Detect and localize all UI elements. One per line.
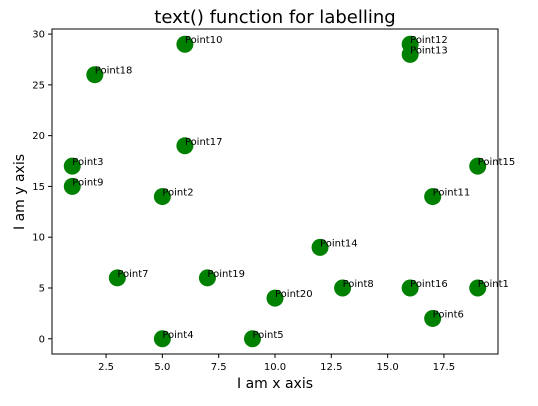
point-label: Point11	[433, 188, 471, 199]
x-tick-label: 10.0	[264, 362, 286, 373]
x-axis-label: I am x axis	[237, 376, 313, 392]
point-label: Point2	[162, 188, 193, 199]
point-label: Point20	[275, 289, 313, 300]
scatter-point	[153, 188, 171, 206]
scatter-point	[469, 279, 487, 297]
point-label: Point8	[343, 279, 374, 290]
point-label: Point14	[320, 238, 358, 249]
scatter-point	[108, 269, 126, 287]
scatter-points: Point1 Point2 Point3 Point4 Point5 Point6 Poin…	[63, 35, 516, 348]
scatter-point	[424, 309, 442, 327]
y-tick-label: 0	[39, 334, 45, 345]
x-tick-label: 5.0	[154, 362, 170, 373]
x-tick-label: 17.5	[433, 362, 455, 373]
x-tick-label: 7.5	[211, 362, 227, 373]
point-label: Point7	[117, 269, 148, 280]
chart-title: text() function for labelling	[154, 7, 395, 28]
scatter-point	[63, 157, 81, 175]
point-label: Point12	[410, 35, 448, 46]
point-label: Point1	[478, 279, 509, 290]
scatter-point	[198, 269, 216, 287]
point-label: Point18	[95, 66, 133, 77]
x-tick-label: 12.5	[320, 362, 342, 373]
scatter-point	[334, 279, 352, 297]
point-label: Point15	[478, 157, 516, 168]
point-label: Point6	[433, 309, 464, 320]
scatter-point	[63, 177, 81, 195]
y-tick-label: 30	[32, 30, 45, 41]
scatter-point	[266, 289, 284, 307]
x-tick-label: 2.5	[98, 362, 114, 373]
y-tick-label: 15	[32, 182, 45, 193]
scatter-point	[424, 188, 442, 206]
scatter-point	[243, 330, 261, 348]
point-label: Point19	[207, 269, 245, 280]
scatter-point	[401, 45, 419, 63]
scatter-point	[176, 35, 194, 53]
y-axis-label: I am y axis	[12, 154, 28, 230]
point-label: Point16	[410, 279, 448, 290]
point-label: Point17	[185, 137, 223, 148]
point-label: Point13	[410, 45, 448, 56]
point-label: Point4	[162, 330, 193, 341]
point-label: Point5	[252, 330, 283, 341]
y-tick-label: 5	[39, 283, 45, 294]
y-tick-label: 20	[32, 131, 45, 142]
y-tick-label: 10	[32, 233, 45, 244]
point-label: Point9	[72, 177, 103, 188]
point-label: Point3	[72, 157, 103, 168]
y-tick-label: 25	[32, 80, 45, 91]
y-axis: 0 5 10 15 20 25 30	[32, 30, 52, 345]
x-tick-label: 15.0	[376, 362, 398, 373]
x-axis: 2.5 5.0 7.5 10.0 12.5 15.0 17.5	[98, 354, 455, 373]
scatter-point	[176, 137, 194, 155]
point-label: Point10	[185, 35, 223, 46]
scatter-point	[401, 279, 419, 297]
scatter-point	[153, 330, 171, 348]
scatter-point	[311, 238, 329, 256]
scatter-point	[86, 66, 104, 84]
scatter-point	[469, 157, 487, 175]
